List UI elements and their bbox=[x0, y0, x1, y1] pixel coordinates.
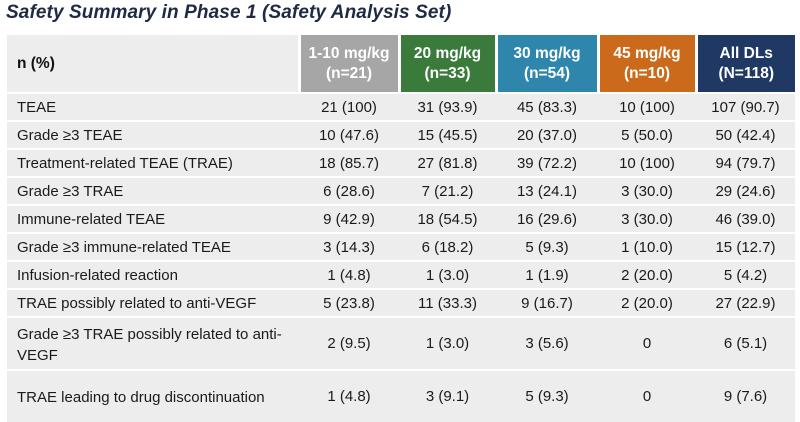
cell-value: 9 (7.6) bbox=[696, 369, 795, 422]
header-all-dls: All DLs (N=118) bbox=[696, 35, 795, 93]
cell-value: 16 (29.6) bbox=[496, 204, 598, 233]
cell-value: 10 (100) bbox=[598, 148, 696, 177]
row-label: Grade ≥3 immune-related TEAE bbox=[7, 232, 299, 261]
page-title: Safety Summary in Phase 1 (Safety Analys… bbox=[6, 2, 452, 23]
cell-value: 5 (50.0) bbox=[598, 120, 696, 149]
cell-value: 1 (4.8) bbox=[299, 260, 399, 289]
cell-value: 9 (16.7) bbox=[496, 288, 598, 317]
header-dose-45: 45 mg/kg (n=10) bbox=[598, 35, 698, 93]
table-row: TEAE 21 (100) 31 (93.9) 45 (83.3) 10 (10… bbox=[7, 92, 795, 121]
cell-value: 15 (12.7) bbox=[696, 232, 795, 261]
header-row: n (%) 1-10 mg/kg (n=21) 20 mg/kg (n=33) 30… bbox=[7, 35, 795, 93]
cell-value: 3 (30.0) bbox=[598, 176, 696, 205]
cell-value: 9 (42.9) bbox=[299, 204, 399, 233]
header-dose: 45 mg/kg bbox=[613, 44, 681, 62]
row-label: Immune-related TEAE bbox=[7, 204, 299, 233]
table-row: TRAE possibly related to anti-VEGF 5 (23… bbox=[7, 288, 795, 317]
row-label: Grade ≥3 TRAE bbox=[7, 176, 299, 205]
cell-value: 29 (24.6) bbox=[696, 176, 795, 205]
header-n: (n=21) bbox=[325, 64, 373, 82]
cell-value: 1 (3.0) bbox=[399, 260, 496, 289]
row-label: Infusion-related reaction bbox=[7, 260, 299, 289]
table-row: Grade ≥3 immune-related TEAE 3 (14.3) 6 … bbox=[7, 232, 795, 261]
cell-value: 27 (81.8) bbox=[399, 148, 496, 177]
safety-summary-table: n (%) 1-10 mg/kg (n=21) 20 mg/kg (n=33) 30… bbox=[7, 35, 795, 422]
cell-value: 1 (4.8) bbox=[299, 369, 399, 422]
cell-value: 3 (30.0) bbox=[598, 204, 696, 233]
cell-value: 45 (83.3) bbox=[496, 92, 598, 121]
row-label: TEAE bbox=[7, 92, 299, 121]
table-row: Grade ≥3 TRAE 6 (28.6) 7 (21.2) 13 (24.1… bbox=[7, 176, 795, 205]
cell-value: 21 (100) bbox=[299, 92, 399, 121]
table-row: Treatment-related TEAE (TRAE) 18 (85.7) … bbox=[7, 148, 795, 177]
table-row: Infusion-related reaction 1 (4.8) 1 (3.0… bbox=[7, 260, 795, 289]
header-n: (N=118) bbox=[718, 64, 775, 82]
cell-value: 18 (85.7) bbox=[299, 148, 399, 177]
row-label: Grade ≥3 TRAE possibly related to anti-V… bbox=[7, 316, 299, 370]
cell-value: 3 (9.1) bbox=[399, 369, 496, 422]
header-n: (n=10) bbox=[623, 64, 671, 82]
cell-value: 6 (18.2) bbox=[399, 232, 496, 261]
cell-value: 31 (93.9) bbox=[399, 92, 496, 121]
row-label: Treatment-related TEAE (TRAE) bbox=[7, 148, 299, 177]
cell-value: 6 (5.1) bbox=[696, 316, 795, 370]
cell-value: 2 (20.0) bbox=[598, 288, 696, 317]
row-label: Grade ≥3 TEAE bbox=[7, 120, 299, 149]
row-label: TRAE leading to drug discontinuation bbox=[7, 369, 299, 422]
table-row: Grade ≥3 TRAE possibly related to anti-V… bbox=[7, 316, 795, 370]
cell-value: 3 (14.3) bbox=[299, 232, 399, 261]
header-label: n (%) bbox=[7, 35, 301, 93]
cell-value: 13 (24.1) bbox=[496, 176, 598, 205]
cell-value: 5 (9.3) bbox=[496, 369, 598, 422]
cell-value: 6 (28.6) bbox=[299, 176, 399, 205]
cell-value: 5 (23.8) bbox=[299, 288, 399, 317]
cell-value: 1 (3.0) bbox=[399, 316, 496, 370]
cell-value: 39 (72.2) bbox=[496, 148, 598, 177]
header-dose: 20 mg/kg bbox=[413, 44, 482, 62]
header-dose-20: 20 mg/kg (n=33) bbox=[399, 35, 498, 93]
cell-value: 1 (10.0) bbox=[598, 232, 696, 261]
cell-value: 18 (54.5) bbox=[399, 204, 496, 233]
cell-value: 0 bbox=[598, 316, 696, 370]
cell-value: 50 (42.4) bbox=[696, 120, 795, 149]
cell-value: 0 bbox=[598, 369, 696, 422]
table-row: TRAE leading to drug discontinuation 1 (… bbox=[7, 369, 795, 422]
cell-value: 1 (1.9) bbox=[496, 260, 598, 289]
cell-value: 20 (37.0) bbox=[496, 120, 598, 149]
cell-value: 5 (4.2) bbox=[696, 260, 795, 289]
cell-value: 11 (33.3) bbox=[399, 288, 496, 317]
cell-value: 10 (47.6) bbox=[299, 120, 399, 149]
header-n: (n=54) bbox=[523, 64, 571, 82]
header-dose-30: 30 mg/kg (n=54) bbox=[496, 35, 600, 93]
safety-summary-table-container: n (%) 1-10 mg/kg (n=21) 20 mg/kg (n=33) 30… bbox=[7, 35, 795, 422]
table-row: Immune-related TEAE 9 (42.9) 18 (54.5) 1… bbox=[7, 204, 795, 233]
cell-value: 107 (90.7) bbox=[696, 92, 795, 121]
cell-value: 46 (39.0) bbox=[696, 204, 795, 233]
cell-value: 5 (9.3) bbox=[496, 232, 598, 261]
header-n: (n=33) bbox=[424, 64, 471, 82]
cell-value: 3 (5.6) bbox=[496, 316, 598, 370]
table-row: Grade ≥3 TEAE 10 (47.6) 15 (45.5) 20 (37… bbox=[7, 120, 795, 149]
cell-value: 2 (20.0) bbox=[598, 260, 696, 289]
cell-value: 10 (100) bbox=[598, 92, 696, 121]
cell-value: 27 (22.9) bbox=[696, 288, 795, 317]
header-dose: 30 mg/kg bbox=[513, 44, 581, 62]
row-label: TRAE possibly related to anti-VEGF bbox=[7, 288, 299, 317]
cell-value: 7 (21.2) bbox=[399, 176, 496, 205]
header-dose: 1-10 mg/kg bbox=[308, 44, 390, 62]
header-dose: All DLs bbox=[719, 44, 773, 62]
cell-value: 2 (9.5) bbox=[299, 316, 399, 370]
cell-value: 94 (79.7) bbox=[696, 148, 795, 177]
cell-value: 15 (45.5) bbox=[399, 120, 496, 149]
header-dose-1-10: 1-10 mg/kg (n=21) bbox=[299, 35, 401, 93]
